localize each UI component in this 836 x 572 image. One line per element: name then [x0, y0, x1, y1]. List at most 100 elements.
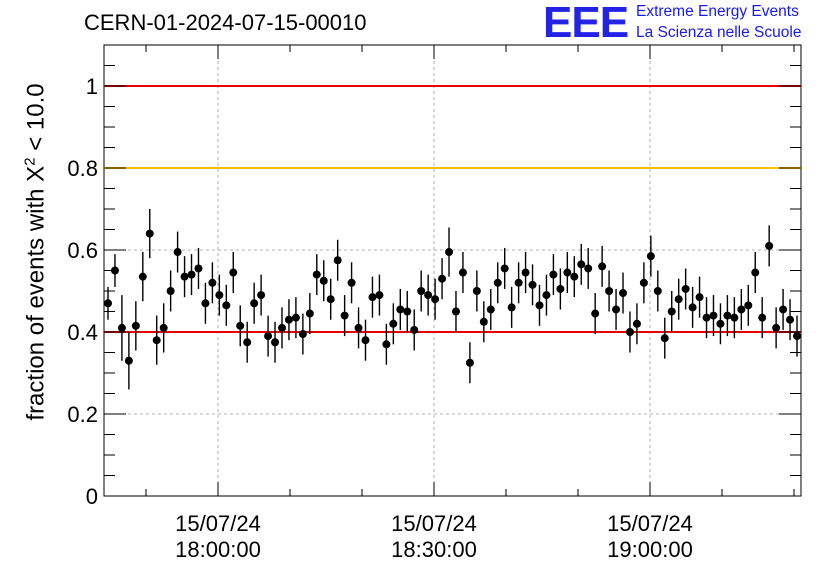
data-point	[514, 278, 523, 287]
data-point	[187, 270, 196, 279]
x-tick-date-label: 15/07/24	[175, 511, 261, 536]
data-point	[410, 325, 419, 334]
data-point	[117, 323, 126, 332]
data-point	[542, 291, 551, 300]
data-point	[277, 323, 286, 332]
data-point	[779, 305, 788, 314]
data-point	[465, 358, 474, 367]
data-point	[291, 313, 300, 322]
data-point	[347, 278, 356, 287]
data-point	[368, 293, 377, 302]
data-point	[208, 278, 217, 287]
data-point	[646, 252, 655, 261]
data-point	[653, 287, 662, 295]
data-point	[215, 291, 224, 300]
data-point	[389, 319, 398, 328]
data-point	[528, 280, 537, 289]
data-point	[229, 268, 238, 277]
data-point	[632, 319, 641, 328]
data-point	[570, 272, 579, 281]
data-point	[375, 291, 384, 300]
data-point	[451, 307, 460, 316]
data-point	[264, 332, 273, 341]
data-point	[110, 266, 119, 275]
data-point	[556, 284, 565, 293]
data-point	[612, 305, 621, 314]
data-point	[591, 309, 600, 318]
data-point	[758, 313, 767, 322]
data-point	[667, 307, 676, 316]
data-point	[250, 299, 259, 308]
data-point	[605, 287, 614, 295]
data-point	[458, 268, 467, 277]
data-point	[166, 287, 175, 295]
data-point	[173, 248, 182, 257]
data-point	[340, 311, 349, 320]
data-point	[180, 272, 189, 281]
data-point	[535, 301, 544, 310]
grid-lines	[104, 45, 801, 496]
data-point	[438, 274, 447, 283]
x-tick-time-label: 18:30:00	[391, 537, 477, 562]
y-tick-label: 0.8	[67, 156, 98, 181]
data-points	[104, 209, 801, 390]
y-axis-label: fraction of events with X2 < 10.0	[21, 83, 50, 421]
x-tick-time-label: 18:00:00	[175, 537, 261, 562]
data-point	[403, 307, 412, 316]
data-point	[243, 338, 252, 347]
data-point	[619, 289, 628, 298]
data-point	[500, 264, 509, 273]
data-point	[549, 270, 558, 279]
data-point	[786, 315, 795, 324]
data-point	[131, 321, 140, 330]
data-point	[793, 332, 801, 341]
data-point	[730, 313, 739, 322]
data-point	[201, 299, 210, 308]
data-point	[563, 268, 572, 277]
data-point	[319, 276, 328, 285]
data-point	[124, 356, 133, 365]
data-point	[765, 241, 774, 250]
data-point	[472, 287, 481, 295]
data-point	[737, 305, 746, 314]
run-title: CERN-01-2024-07-15-00010	[84, 10, 367, 35]
data-point	[271, 338, 280, 347]
data-point	[236, 321, 245, 330]
y-tick-label: 0	[86, 484, 98, 509]
data-point	[493, 278, 502, 287]
data-point	[138, 272, 147, 281]
data-point	[479, 317, 488, 326]
data-point	[222, 301, 231, 310]
axis-ticks: 00.20.40.60.8115/07/2418:00:0015/07/2418…	[67, 44, 801, 562]
data-point	[723, 311, 732, 320]
data-point	[326, 295, 335, 304]
data-point	[751, 268, 760, 277]
org-subtitle: La Scienza nelle Scuole	[636, 24, 802, 41]
data-point	[382, 340, 391, 349]
data-point	[674, 295, 683, 304]
data-point	[577, 260, 586, 269]
org-name: Extreme Energy Events	[636, 3, 799, 20]
data-point	[445, 248, 454, 257]
data-point	[507, 303, 516, 312]
data-point	[104, 299, 112, 308]
data-point	[354, 323, 363, 332]
y-tick-label: 0.4	[67, 320, 98, 345]
data-point	[194, 264, 203, 273]
data-point	[584, 264, 593, 273]
data-point	[681, 284, 690, 293]
reference-lines	[104, 85, 801, 333]
data-point	[695, 293, 704, 302]
data-point	[660, 334, 669, 343]
data-point	[145, 229, 154, 238]
data-point	[639, 278, 648, 287]
x-tick-time-label: 19:00:00	[607, 537, 693, 562]
data-point	[702, 313, 711, 322]
data-point	[257, 291, 266, 300]
x-tick-date-label: 15/07/24	[607, 511, 693, 536]
y-tick-label: 1	[86, 74, 98, 99]
x-tick-date-label: 15/07/24	[391, 511, 477, 536]
data-point	[424, 291, 433, 300]
data-point	[709, 311, 718, 320]
